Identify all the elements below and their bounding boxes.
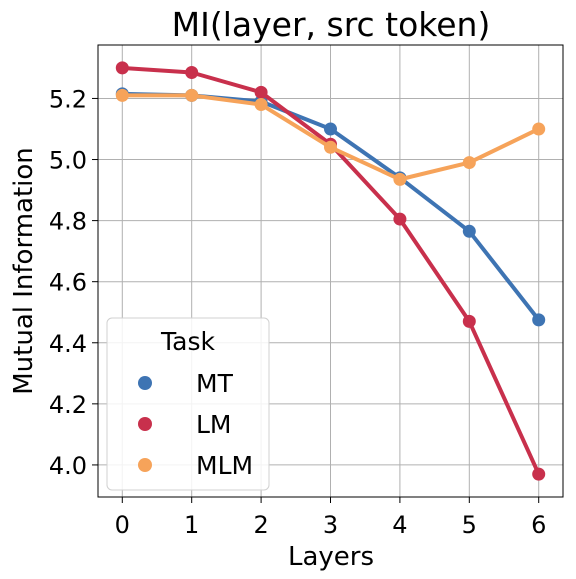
- legend-label-mt: MT: [196, 369, 234, 398]
- data-point-lm: [462, 314, 476, 328]
- data-point-mt: [532, 313, 546, 327]
- data-point-mlm: [185, 88, 199, 102]
- y-axis-title: Mutual Information: [9, 147, 39, 395]
- legend-label-lm: LM: [196, 410, 232, 439]
- y-tick-label: 4.8: [49, 208, 87, 236]
- data-point-lm: [254, 85, 268, 99]
- grid: [98, 45, 563, 497]
- legend-label-mlm: MLM: [196, 451, 253, 480]
- x-tick-label: 4: [392, 511, 407, 539]
- data-point-lm: [185, 65, 199, 79]
- legend-marker-lm: [138, 417, 152, 431]
- legend-marker-mt: [138, 376, 152, 390]
- data-point-lm: [393, 212, 407, 226]
- y-tick-label: 4.4: [49, 330, 87, 358]
- data-point-mlm: [532, 122, 546, 136]
- legend: Task MT LM MLM: [106, 317, 270, 491]
- data-point-mlm: [462, 156, 476, 170]
- data-point-lm: [115, 61, 129, 75]
- chart-title: MI(layer, src token): [172, 5, 491, 44]
- x-tick-label: 0: [115, 511, 130, 539]
- y-tick-label: 4.2: [49, 391, 87, 419]
- legend-box: [106, 317, 270, 491]
- data-point-mlm: [324, 140, 337, 154]
- x-axis-title: Layers: [288, 542, 374, 572]
- data-point-mlm: [393, 172, 407, 186]
- x-tick-label: 1: [184, 511, 199, 539]
- x-tick-label: 5: [462, 511, 477, 539]
- data-point-mlm: [254, 98, 268, 112]
- legend-title: Task: [160, 327, 215, 356]
- data-point-mt: [462, 224, 476, 238]
- y-tick-label: 4.0: [49, 452, 87, 480]
- series-layer: [115, 61, 546, 481]
- y-tick-label: 4.6: [49, 269, 87, 297]
- x-tick-label: 2: [253, 511, 268, 539]
- x-tick-label: 6: [531, 511, 546, 539]
- data-point-mlm: [115, 88, 129, 102]
- x-tick-label: 3: [323, 511, 338, 539]
- data-point-lm: [532, 467, 546, 481]
- y-tick-label: 5.2: [49, 85, 87, 113]
- data-point-mt: [324, 122, 337, 136]
- y-tick-label: 5.0: [49, 147, 87, 175]
- legend-marker-mlm: [138, 458, 152, 472]
- ticks: 0 1 2 3 4 5 6 4.0 4.2 4.4 4.6 4.8 5.0 5.2: [49, 85, 547, 539]
